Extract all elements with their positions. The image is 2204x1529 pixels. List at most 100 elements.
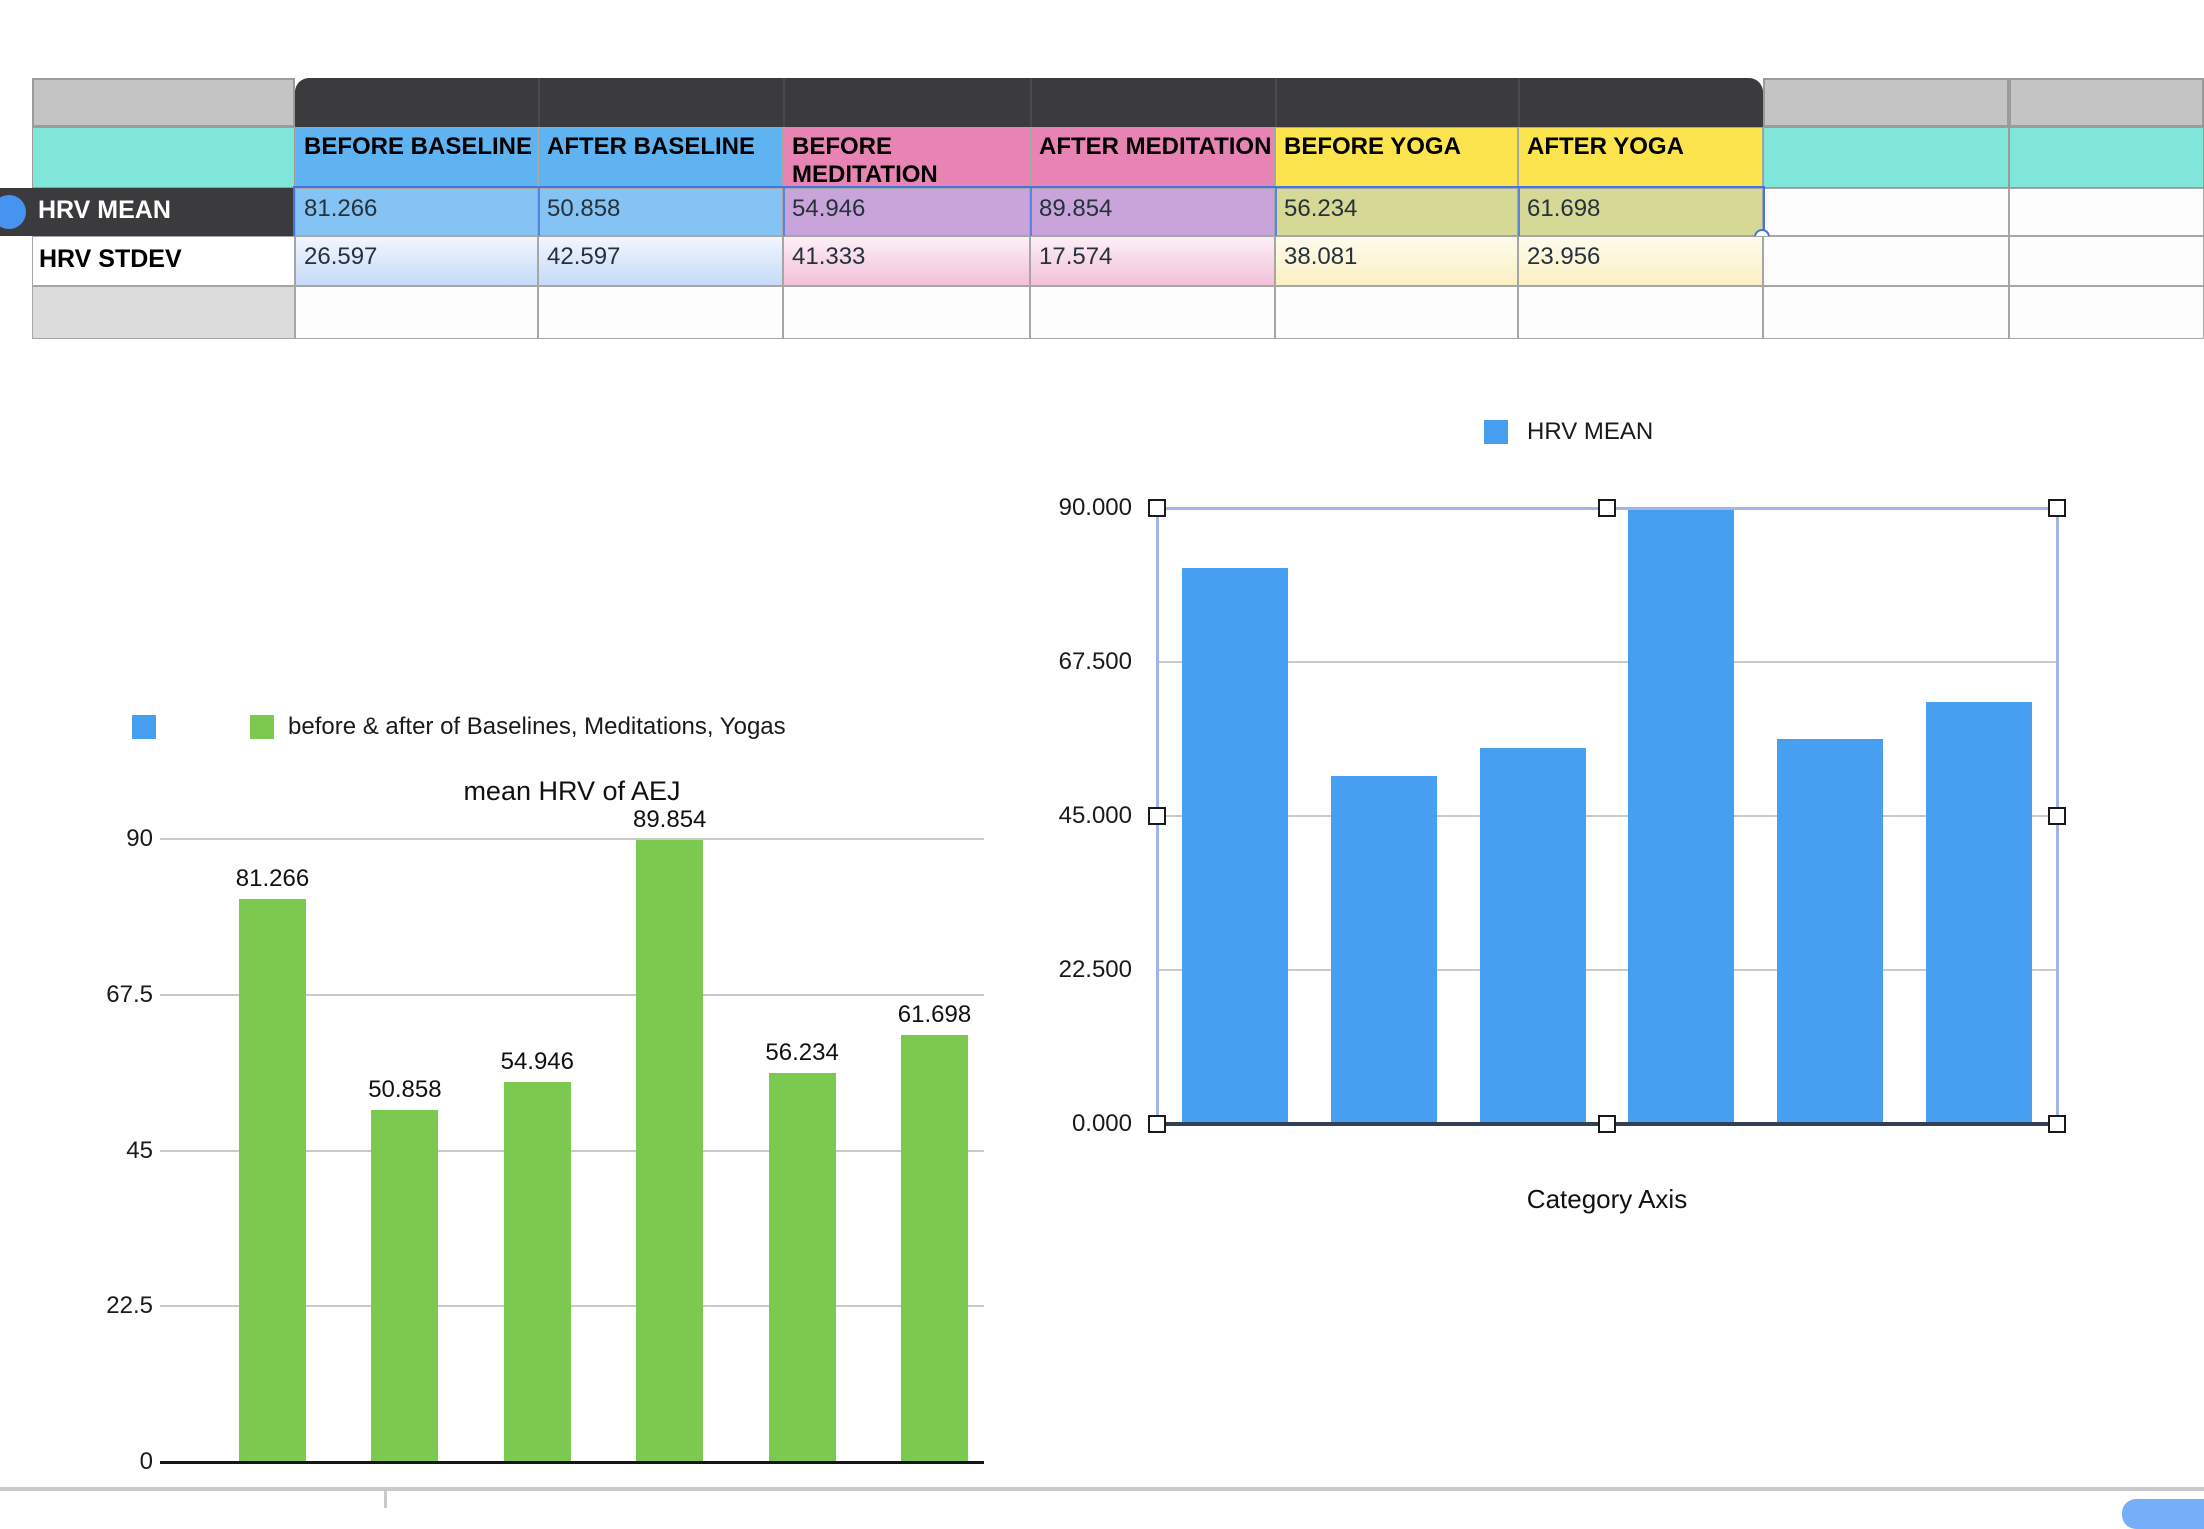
column-header-before-yoga[interactable]: BEFORE YOGA (1275, 127, 1518, 188)
y-axis-tick-label: 0.000 (1071, 1110, 1132, 1137)
row-header-hrv-stdev[interactable]: HRV STDEV (32, 236, 295, 286)
bar-after-yoga[interactable] (901, 1034, 968, 1462)
y-axis-tick-label: 45.000 (1058, 802, 1132, 829)
cell-mean-after-baseline[interactable]: 50.858 (538, 188, 783, 236)
row-selection-circle[interactable] (0, 195, 26, 229)
y-axis-tick-label: 45 (126, 1136, 153, 1164)
header-right-cell[interactable] (1763, 127, 2009, 188)
scroll-pill-button[interactable] (2122, 1499, 2204, 1529)
cell-stdev-before-yoga[interactable]: 38.081 (1275, 236, 1518, 286)
category-axis-title: Category Axis (1526, 1184, 1688, 1214)
table-column-reference-bar[interactable] (295, 78, 1763, 127)
cell-stdev-after-yoga[interactable]: 23.956 (1518, 236, 1763, 286)
bar-value-label: 81.266 (235, 865, 310, 893)
y-axis-tick-label: 22.500 (1058, 956, 1132, 983)
gridline (1157, 661, 2057, 663)
bar-before-meditation[interactable] (1479, 747, 1586, 1124)
reference-bar-separator (1518, 78, 1520, 127)
sheet-boundary-vertical-line (384, 1491, 387, 1508)
bar-after-baseline[interactable] (371, 1109, 439, 1462)
gridline (160, 993, 984, 996)
y-axis-tick-label: 22.5 (106, 1292, 153, 1320)
reference-bar-separator (538, 78, 540, 127)
cell-mean-before-meditation[interactable]: 54.946 (783, 188, 1030, 236)
cell-empty[interactable] (2009, 236, 2204, 286)
cell-mean-before-yoga[interactable]: 56.234 (1275, 188, 1518, 236)
reference-bar-separator (1275, 78, 1277, 127)
y-axis-tick-label: 67.5 (106, 980, 153, 1008)
chart-resize-handle[interactable] (1598, 499, 1616, 517)
bar-after-yoga[interactable] (1926, 701, 2032, 1124)
y-axis-tick-label: 67.500 (1058, 648, 1132, 675)
gridline (160, 1305, 984, 1308)
table-top-right-cell[interactable] (2009, 78, 2204, 127)
cell-empty[interactable] (1763, 236, 2009, 286)
cell-empty[interactable] (1518, 286, 1763, 339)
chart-resize-handle[interactable] (1148, 499, 1166, 517)
reference-bar-separator (1030, 78, 1032, 127)
cell-stdev-after-meditation[interactable]: 17.574 (1030, 236, 1275, 286)
bar-value-label: 50.858 (368, 1075, 442, 1103)
bar-after-meditation[interactable] (636, 840, 704, 1462)
cell-empty[interactable] (2009, 286, 2204, 339)
legend-swatch-blue (132, 715, 156, 739)
cell-empty[interactable] (295, 286, 538, 339)
row-header-hrv-mean[interactable]: HRV MEAN (0, 188, 295, 236)
bar-value-label: 89.854 (632, 806, 707, 833)
bar-value-label: 61.698 (897, 1000, 972, 1028)
cell-empty[interactable] (1030, 286, 1275, 339)
gridline (1157, 815, 2057, 817)
chart-resize-handle[interactable] (1148, 807, 1166, 825)
column-header-before-meditation[interactable]: BEFORE MEDITATION (783, 127, 1030, 188)
chart-title: mean HRV of AEJ (463, 776, 681, 806)
y-axis-tick-label: 0 (139, 1448, 153, 1475)
y-axis-tick-label: 90.000 (1058, 494, 1132, 521)
cell-empty[interactable] (2009, 188, 2204, 236)
column-header-after-yoga[interactable]: AFTER YOGA (1518, 127, 1763, 188)
x-axis-line (160, 1461, 984, 1464)
column-header-after-baseline[interactable]: AFTER BASELINE (538, 127, 783, 188)
cell-stdev-before-meditation[interactable]: 41.333 (783, 236, 1030, 286)
y-axis-tick-label: 90 (126, 825, 153, 852)
cell-empty[interactable] (538, 286, 783, 339)
header-right-cell[interactable] (2009, 127, 2204, 188)
chart-resize-handle[interactable] (2048, 499, 2066, 517)
legend-label: HRV MEAN (1527, 418, 1654, 445)
bar-before-yoga[interactable] (1777, 739, 1884, 1124)
bar-before-baseline[interactable] (239, 899, 306, 1462)
chart-resize-handle[interactable] (2048, 1115, 2066, 1133)
cell-empty[interactable] (1275, 286, 1518, 339)
reference-bar-separator (783, 78, 785, 127)
column-header-after-meditation[interactable]: AFTER MEDITATION (1030, 127, 1275, 188)
cell-stdev-after-baseline[interactable]: 42.597 (538, 236, 783, 286)
chart-resize-handle[interactable] (2048, 807, 2066, 825)
gridline (160, 838, 984, 840)
cell-mean-after-yoga[interactable]: 61.698 (1518, 188, 1763, 236)
cell-stdev-before-baseline[interactable]: 26.597 (295, 236, 538, 286)
bar-after-baseline[interactable] (1330, 775, 1437, 1124)
bar-value-label: 56.234 (765, 1038, 839, 1066)
cell-empty[interactable] (1763, 286, 2009, 339)
bar-value-label: 54.946 (500, 1047, 574, 1075)
chart-resize-handle[interactable] (1148, 1115, 1166, 1133)
cell-empty[interactable] (1763, 188, 2009, 236)
column-header-before-baseline[interactable]: BEFORE BASELINE (295, 127, 538, 188)
header-label-cell[interactable] (32, 127, 295, 188)
gridline (160, 1149, 984, 1152)
gridline (1157, 969, 2057, 971)
legend-swatch-blue (1484, 420, 1508, 444)
bar-before-meditation[interactable] (503, 1081, 571, 1462)
bar-after-meditation[interactable] (1628, 508, 1735, 1124)
legend-label: before & after of Baselines, Meditations… (288, 713, 786, 740)
bar-before-yoga[interactable] (768, 1072, 836, 1462)
bar-before-baseline[interactable] (1182, 567, 1288, 1124)
legend-swatch-green (250, 715, 274, 739)
chart-resize-handle[interactable] (1598, 1115, 1616, 1133)
cell-empty[interactable] (783, 286, 1030, 339)
cell-mean-after-meditation[interactable]: 89.854 (1030, 188, 1275, 236)
sheet-boundary-line (0, 1487, 2204, 1491)
table-top-right-cell[interactable] (1763, 78, 2009, 127)
row-header-empty[interactable] (32, 286, 295, 339)
table-top-corner-cell[interactable] (32, 78, 295, 127)
cell-mean-before-baseline[interactable]: 81.266 (295, 188, 538, 236)
